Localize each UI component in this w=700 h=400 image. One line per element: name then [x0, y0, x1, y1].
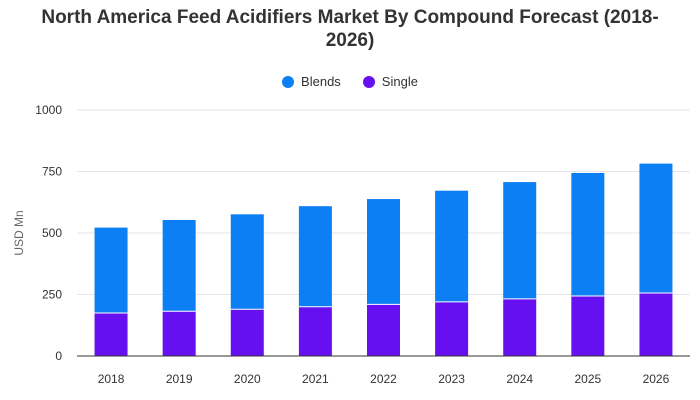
y-tick-label: 250 [42, 288, 62, 302]
bar-blends-2024[interactable] [503, 182, 537, 299]
bar-blends-2025[interactable] [571, 172, 605, 296]
bar-single-2023[interactable] [435, 301, 469, 356]
bar-blends-2020[interactable] [230, 214, 264, 310]
bar-blends-2021[interactable] [298, 206, 332, 307]
chart-title-line2: 2026) [325, 30, 375, 51]
x-axis-ticks: 2018 2019 2020 2021 2022 2023 2024 2025 2026 [98, 372, 670, 386]
legend-swatch-blends [282, 75, 295, 88]
bar-blends-2026[interactable] [639, 163, 673, 294]
chart-title: North America Feed Acidifiers Market By … [0, 6, 700, 52]
y-tick-label: 750 [42, 165, 62, 179]
legend-label-blends: Blends [301, 74, 341, 89]
x-tick-label-2025: 2025 [574, 372, 601, 386]
chart-title-line1: North America Feed Acidifiers Market By … [41, 7, 659, 28]
bar-single-2018[interactable] [94, 312, 128, 356]
legend-item-single[interactable]: Single [362, 74, 418, 89]
bar-single-2020[interactable] [230, 309, 264, 356]
x-tick-label-2020: 2020 [234, 372, 261, 386]
legend-item-blends[interactable]: Blends [282, 74, 341, 89]
bar-blends-2023[interactable] [435, 190, 469, 302]
legend-swatch-single [362, 75, 375, 88]
bar-single-2021[interactable] [298, 306, 332, 356]
bars [94, 163, 673, 356]
chart-legend: Blends Single [0, 74, 700, 89]
y-axis-ticks: 0 250 500 750 1000 [35, 103, 62, 363]
y-tick-label: 500 [42, 226, 62, 240]
x-tick-label-2021: 2021 [302, 372, 329, 386]
bar-single-2024[interactable] [503, 298, 537, 356]
x-tick-label-2023: 2023 [438, 372, 465, 386]
bar-blends-2018[interactable] [94, 227, 128, 313]
x-tick-label-2024: 2024 [506, 372, 533, 386]
bar-single-2026[interactable] [639, 293, 673, 356]
legend-label-single: Single [381, 74, 418, 89]
x-tick-label-2026: 2026 [643, 372, 670, 386]
bar-single-2022[interactable] [367, 304, 400, 356]
x-tick-label-2022: 2022 [370, 372, 397, 386]
y-tick-label: 0 [55, 349, 62, 363]
bar-single-2025[interactable] [571, 295, 605, 356]
bar-blends-2022[interactable] [367, 199, 400, 305]
bar-blends-2019[interactable] [162, 219, 196, 312]
bar-single-2019[interactable] [162, 311, 196, 356]
x-tick-label-2019: 2019 [166, 372, 193, 386]
y-axis-label: USD Mn [12, 210, 26, 255]
x-tick-label-2018: 2018 [98, 372, 125, 386]
y-tick-label: 1000 [35, 103, 62, 117]
